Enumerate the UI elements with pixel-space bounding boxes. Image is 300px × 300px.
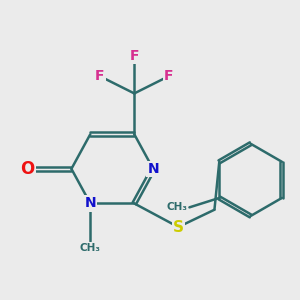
Text: N: N xyxy=(147,162,159,176)
Text: O: O xyxy=(20,160,34,178)
Text: F: F xyxy=(130,49,139,63)
Text: S: S xyxy=(173,220,184,235)
Text: CH₃: CH₃ xyxy=(167,202,188,212)
Text: F: F xyxy=(95,69,104,83)
Text: N: N xyxy=(85,196,96,210)
Text: F: F xyxy=(164,69,174,83)
Text: CH₃: CH₃ xyxy=(80,243,101,253)
